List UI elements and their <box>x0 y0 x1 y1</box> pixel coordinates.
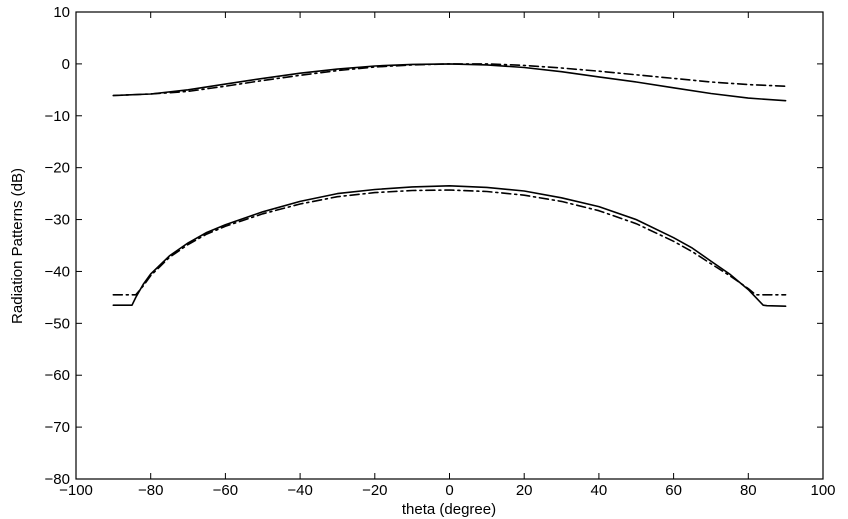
series-line-1-solid <box>112 63 787 102</box>
series-line-2-dashdot <box>112 63 787 97</box>
tick-marks <box>75 11 824 480</box>
x-tick-label: 80 <box>740 482 757 499</box>
y-tick-label: 10 <box>53 4 70 21</box>
y-tick-label: −10 <box>45 108 70 125</box>
y-tick-labels: 10 0 −10 −20 −30 −40 −50 −60 −70 −80 <box>45 4 70 488</box>
x-tick-label: −40 <box>287 482 312 499</box>
series-line-4-dashdot <box>112 189 787 296</box>
y-tick-label: −20 <box>45 160 70 177</box>
y-tick-label: −30 <box>45 212 70 229</box>
y-tick-label: −70 <box>45 419 70 436</box>
y-tick-label: −80 <box>45 471 70 488</box>
series-line-3-solid <box>112 185 787 308</box>
x-tick-label: 20 <box>516 482 533 499</box>
y-tick-label: −40 <box>45 263 70 280</box>
x-axis-label: theta (degree) <box>402 501 496 518</box>
x-tick-label: 60 <box>665 482 682 499</box>
x-tick-label: −100 <box>59 482 93 499</box>
x-tick-label: 100 <box>810 482 835 499</box>
x-tick-label: 0 <box>445 482 453 499</box>
series-layer <box>112 63 787 308</box>
x-tick-label: −20 <box>362 482 387 499</box>
x-tick-labels: −100 −80 −60 −40 −20 0 20 40 60 80 100 <box>59 482 835 499</box>
x-tick-label: −80 <box>138 482 163 499</box>
x-tick-label: −60 <box>213 482 238 499</box>
y-tick-label: −60 <box>45 367 70 384</box>
x-tick-label: 40 <box>591 482 608 499</box>
y-tick-label: 0 <box>62 56 70 73</box>
y-axis-label: Radiation Patterns (dB) <box>9 168 26 324</box>
y-tick-label: −50 <box>45 315 70 332</box>
